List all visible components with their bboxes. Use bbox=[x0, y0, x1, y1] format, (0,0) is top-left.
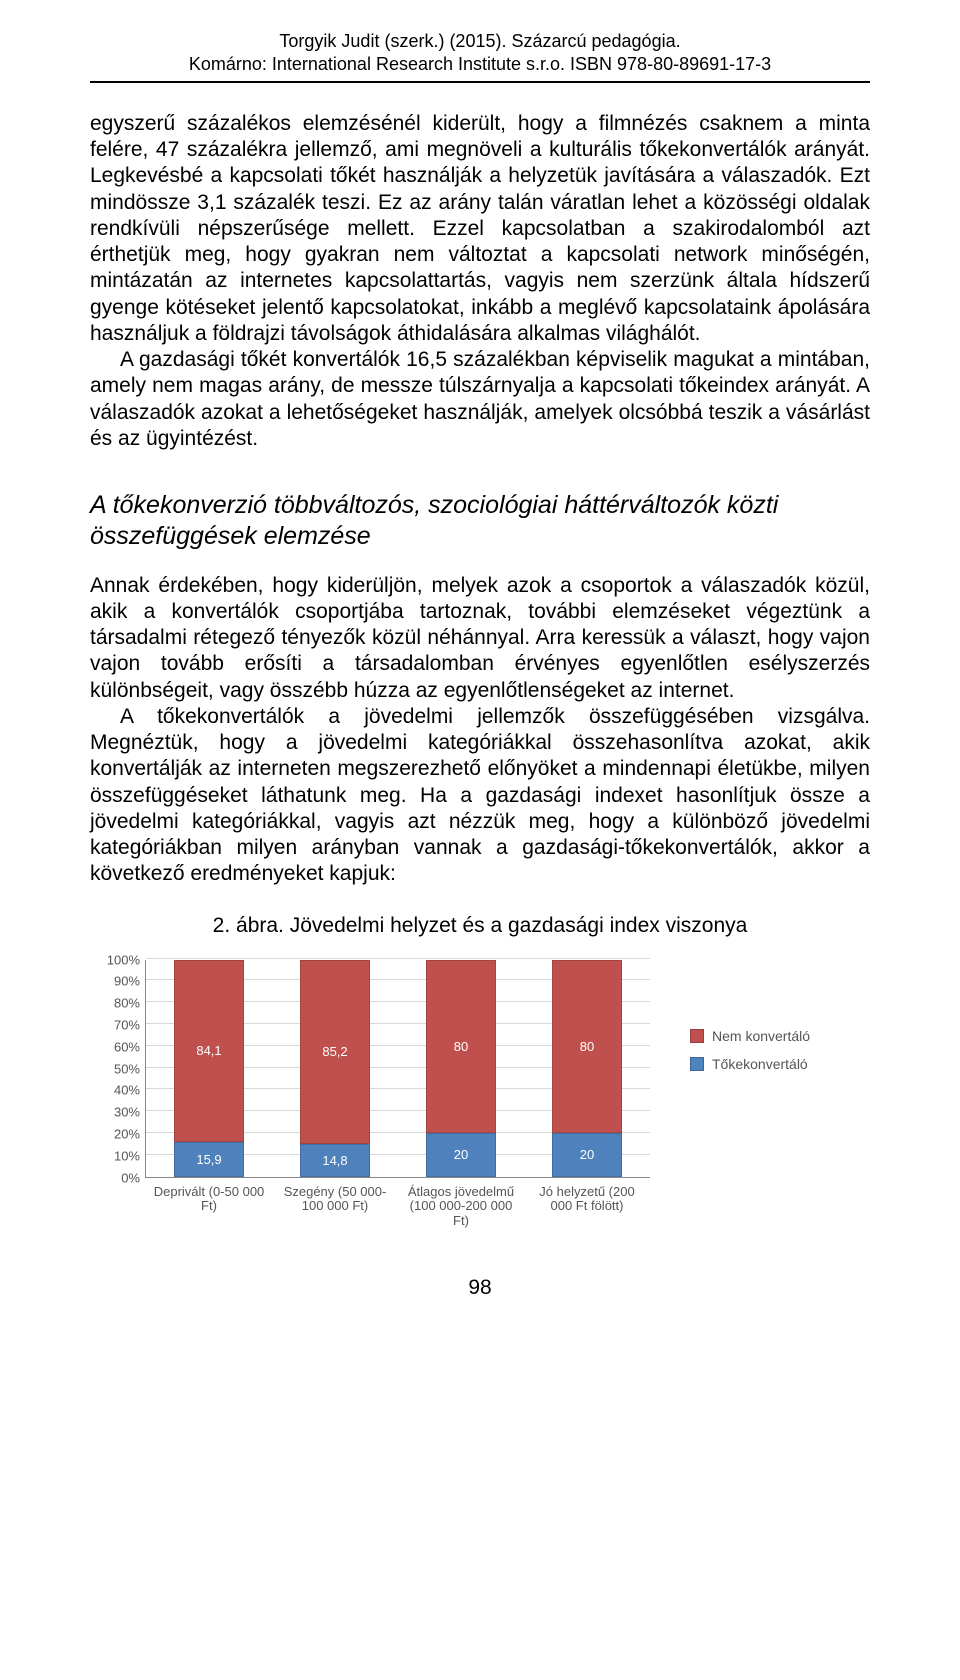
body-text-block-2: Annak érdekében, hogy kiderüljön, melyek… bbox=[90, 573, 870, 888]
y-tick-label: 10% bbox=[90, 1148, 140, 1163]
bar-column: 8020Átlagos jövedelmű(100 000-200 000Ft) bbox=[426, 960, 496, 1177]
bar-segment: 80 bbox=[426, 960, 496, 1134]
x-axis-label: Szegény (50 000-100 000 Ft) bbox=[270, 1185, 400, 1215]
bar-segment: 20 bbox=[426, 1133, 496, 1176]
bar-segment: 84,1 bbox=[174, 960, 244, 1142]
bar-segment: 80 bbox=[552, 960, 622, 1134]
legend-item-1: Tőkekonvertáló bbox=[690, 1056, 810, 1072]
y-tick-label: 70% bbox=[90, 1017, 140, 1032]
y-tick-label: 0% bbox=[90, 1170, 140, 1185]
bar-column: 8020Jó helyzetű (200000 Ft fölött) bbox=[552, 960, 622, 1177]
paragraph-4: A tőkekonvertálók a jövedelmi jellemzők … bbox=[90, 704, 870, 888]
y-tick-label: 60% bbox=[90, 1039, 140, 1054]
figure-caption: 2. ábra. Jövedelmi helyzet és a gazdaság… bbox=[90, 914, 870, 938]
chart-bars: 84,115,9Deprivált (0-50 000Ft) 85,214,8Sz… bbox=[146, 960, 650, 1177]
y-tick-label: 90% bbox=[90, 974, 140, 989]
bar-segment: 15,9 bbox=[174, 1142, 244, 1177]
y-tick-label: 30% bbox=[90, 1105, 140, 1120]
chart: 0%10%20%30%40%50%60%70%80%90%100% 84,115… bbox=[90, 956, 870, 1226]
legend-label-1: Tőkekonvertáló bbox=[712, 1056, 808, 1072]
x-axis-label: Deprivált (0-50 000Ft) bbox=[144, 1185, 274, 1215]
page-number: 98 bbox=[90, 1276, 870, 1300]
section-title: A tőkekonverzió többváltozós, szociológi… bbox=[90, 490, 870, 553]
y-tick-label: 20% bbox=[90, 1126, 140, 1141]
bar-segment: 20 bbox=[552, 1133, 622, 1176]
legend-swatch-1 bbox=[690, 1057, 704, 1071]
page: Torgyik Judit (szerk.) (2015). Százarcú … bbox=[0, 0, 960, 1340]
gridline bbox=[146, 958, 650, 959]
bar-column: 85,214,8Szegény (50 000-100 000 Ft) bbox=[300, 960, 370, 1177]
chart-plot: 84,115,9Deprivált (0-50 000Ft) 85,214,8Sz… bbox=[145, 960, 650, 1178]
legend-item-0: Nem konvertáló bbox=[690, 1028, 810, 1044]
x-axis-label: Átlagos jövedelmű(100 000-200 000Ft) bbox=[396, 1185, 526, 1230]
legend-label-0: Nem konvertáló bbox=[712, 1028, 810, 1044]
y-tick-label: 80% bbox=[90, 996, 140, 1011]
body-text-block-1: egyszerű százalékos elemzésénél kiderült… bbox=[90, 111, 870, 452]
bar-column: 84,115,9Deprivált (0-50 000Ft) bbox=[174, 960, 244, 1177]
chart-area: 0%10%20%30%40%50%60%70%80%90%100% 84,115… bbox=[90, 956, 650, 1226]
bar-segment: 14,8 bbox=[300, 1144, 370, 1176]
chart-legend: Nem konvertáló Tőkekonvertáló bbox=[690, 1016, 810, 1084]
header-line-2: Komárno: International Research Institut… bbox=[90, 53, 870, 76]
y-tick-label: 40% bbox=[90, 1083, 140, 1098]
y-tick-label: 100% bbox=[90, 952, 140, 967]
header-line-1: Torgyik Judit (szerk.) (2015). Százarcú … bbox=[90, 30, 870, 53]
y-tick-label: 50% bbox=[90, 1061, 140, 1076]
x-axis-label: Jó helyzetű (200000 Ft fölött) bbox=[522, 1185, 652, 1215]
paragraph-3: Annak érdekében, hogy kiderüljön, melyek… bbox=[90, 573, 870, 704]
paragraph-1: egyszerű százalékos elemzésénél kiderült… bbox=[90, 111, 870, 347]
bar-segment: 85,2 bbox=[300, 960, 370, 1145]
legend-swatch-0 bbox=[690, 1029, 704, 1043]
page-header: Torgyik Judit (szerk.) (2015). Százarcú … bbox=[90, 30, 870, 83]
paragraph-2: A gazdasági tőkét konvertálók 16,5 száza… bbox=[90, 347, 870, 452]
